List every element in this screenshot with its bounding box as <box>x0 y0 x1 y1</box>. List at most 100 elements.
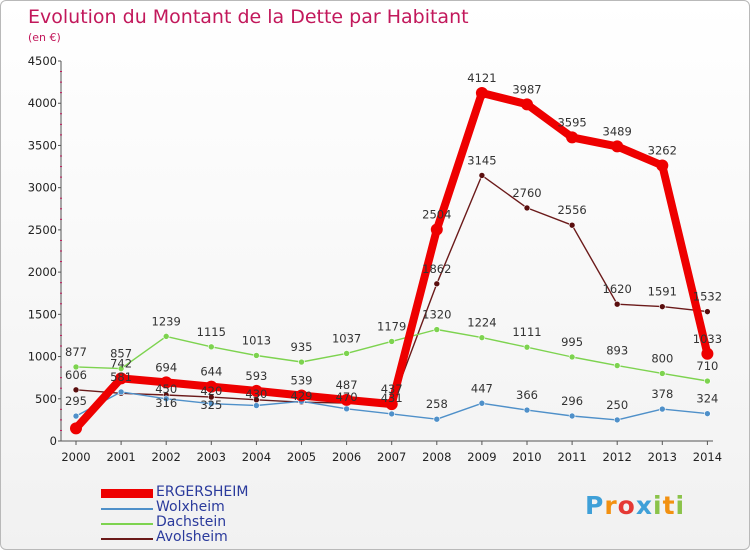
data-label-wolxheim: 581 <box>110 370 132 384</box>
data-label-wolxheim: 324 <box>696 392 718 406</box>
data-point-ergersheim <box>295 389 308 402</box>
data-label-wolxheim: 378 <box>651 387 673 401</box>
legend-swatch-wolxheim <box>101 508 153 510</box>
x-tick-label: 2007 <box>377 450 406 464</box>
data-label-dachstein: 1013 <box>242 333 271 347</box>
data-label-wolxheim: 366 <box>516 388 538 402</box>
data-label-dachstein: 995 <box>561 335 583 349</box>
x-tick-label: 2004 <box>242 450 271 464</box>
data-point-avolsheim <box>613 300 621 308</box>
data-point-ergersheim <box>656 159 669 172</box>
data-point-ergersheim <box>521 98 533 111</box>
data-point-ergersheim <box>385 398 398 411</box>
x-tick-label: 2005 <box>287 450 316 464</box>
data-point-wolxheim <box>704 410 711 417</box>
data-point-dachstein <box>298 358 305 366</box>
data-point-ergersheim <box>250 384 263 397</box>
data-label-dachstein: 1179 <box>377 319 406 333</box>
data-label-overlap: 450 <box>155 382 177 396</box>
data-point-wolxheim <box>523 406 531 414</box>
data-point-dachstein <box>117 365 125 372</box>
x-tick-label: 2001 <box>106 450 135 464</box>
data-label-wolxheim: 258 <box>426 397 448 411</box>
data-label-ergersheim: 437 <box>381 382 403 396</box>
data-point-wolxheim <box>343 405 350 413</box>
data-point-dachstein <box>523 343 531 351</box>
y-tick-label: 2500 <box>28 223 57 237</box>
data-point-avolsheim <box>478 172 486 179</box>
x-tick-label: 2011 <box>557 450 586 464</box>
data-point-dachstein <box>343 350 350 357</box>
x-tick-label: 2013 <box>648 450 677 464</box>
data-point-ergersheim <box>566 131 579 144</box>
data-point-wolxheim <box>208 400 215 407</box>
data-label-dachstein: 1239 <box>152 314 181 328</box>
data-point-avolsheim <box>568 221 576 229</box>
data-point-ergersheim <box>205 380 218 393</box>
x-tick-label: 2009 <box>467 450 496 464</box>
data-label-wolxheim: 250 <box>606 398 628 412</box>
legend-swatch-dachstein <box>101 523 153 525</box>
data-label-ergersheim: 4121 <box>467 71 496 85</box>
data-point-ergersheim <box>430 223 443 236</box>
logo-letter: i <box>675 491 686 520</box>
data-point-dachstein <box>253 352 260 359</box>
data-label-dachstein: 710 <box>696 359 718 373</box>
data-label-avolsheim: 2556 <box>557 203 586 217</box>
y-tick-label: 4500 <box>28 54 57 68</box>
data-label-overlap: 429 <box>291 389 313 403</box>
data-point-avolsheim <box>72 386 80 394</box>
data-point-ergersheim <box>115 372 128 385</box>
data-point-wolxheim <box>613 416 621 424</box>
legend-swatch-ergersheim <box>101 489 153 498</box>
data-point-dachstein <box>162 333 170 340</box>
data-point-wolxheim <box>568 412 576 420</box>
data-label-dachstein: 1037 <box>332 331 361 345</box>
data-label-dachstein: 857 <box>110 347 132 361</box>
data-point-wolxheim <box>658 405 666 413</box>
data-label-wolxheim: 296 <box>561 394 583 408</box>
data-label-wolxheim: 295 <box>65 394 87 408</box>
x-tick-label: 2002 <box>152 450 181 464</box>
data-label-dachstein: 1320 <box>422 308 451 322</box>
data-point-avolsheim <box>658 303 666 310</box>
data-label-ergersheim: 694 <box>155 360 177 374</box>
data-point-wolxheim <box>478 399 486 407</box>
data-label-avolsheim: 606 <box>65 368 87 382</box>
data-label-overlap: 420 <box>200 384 222 398</box>
data-label-ergersheim: 2504 <box>422 208 451 222</box>
data-point-avolsheim <box>208 393 215 401</box>
data-label-ergersheim: 1033 <box>693 332 722 346</box>
data-point-dachstein <box>208 343 215 351</box>
data-point-dachstein <box>72 363 80 371</box>
data-point-dachstein <box>433 326 441 333</box>
data-label-overlap: 470 <box>336 390 358 404</box>
data-label-overlap: 325 <box>200 398 222 412</box>
data-point-avolsheim <box>433 280 441 288</box>
x-tick-label: 2012 <box>603 450 632 464</box>
data-point-avolsheim <box>523 204 531 212</box>
y-tick-label: 2000 <box>28 265 57 279</box>
y-tick-label: 4000 <box>28 96 57 110</box>
data-label-dachstein: 800 <box>651 351 673 365</box>
data-label-dachstein: 1115 <box>197 325 226 339</box>
x-tick-label: 2014 <box>693 450 722 464</box>
data-point-dachstein <box>658 370 666 377</box>
y-tick-label: 0 <box>50 434 57 448</box>
y-tick-label: 3000 <box>28 181 57 195</box>
data-point-wolxheim <box>388 410 396 418</box>
data-label-avolsheim: 2760 <box>512 186 541 200</box>
data-point-dachstein <box>613 362 621 369</box>
data-label-ergersheim: 3595 <box>557 115 586 129</box>
logo-letter: t <box>662 491 676 520</box>
data-label-dachstein: 1111 <box>512 325 541 339</box>
unit-label: (en €) <box>28 31 61 44</box>
data-label-overlap: 430 <box>245 387 267 401</box>
proxiti-logo: Proxiti <box>585 491 685 520</box>
legend-label-wolxheim: Wolxheim <box>156 499 225 515</box>
chart-title: Evolution du Montant de la Dette par Hab… <box>28 6 469 28</box>
legend-label-ergersheim: ERGERSHEIM <box>156 484 249 500</box>
y-tick-label: 1000 <box>28 350 57 364</box>
data-point-wolxheim <box>72 412 80 420</box>
